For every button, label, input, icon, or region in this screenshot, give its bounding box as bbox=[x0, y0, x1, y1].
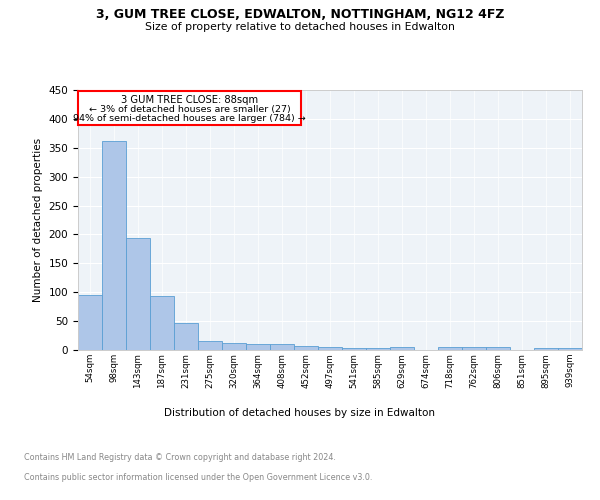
Text: ← 3% of detached houses are smaller (27): ← 3% of detached houses are smaller (27) bbox=[89, 105, 290, 114]
Text: 3, GUM TREE CLOSE, EDWALTON, NOTTINGHAM, NG12 4FZ: 3, GUM TREE CLOSE, EDWALTON, NOTTINGHAM,… bbox=[96, 8, 504, 20]
Bar bbox=[198, 341, 222, 350]
Bar bbox=[246, 344, 270, 350]
Bar bbox=[150, 296, 174, 350]
Bar bbox=[294, 346, 318, 350]
Bar bbox=[270, 344, 294, 350]
FancyBboxPatch shape bbox=[78, 91, 301, 124]
Bar bbox=[558, 348, 582, 350]
Bar bbox=[342, 348, 366, 350]
Text: 94% of semi-detached houses are larger (784) →: 94% of semi-detached houses are larger (… bbox=[73, 114, 306, 124]
Text: 3 GUM TREE CLOSE: 88sqm: 3 GUM TREE CLOSE: 88sqm bbox=[121, 95, 258, 105]
Text: Size of property relative to detached houses in Edwalton: Size of property relative to detached ho… bbox=[145, 22, 455, 32]
Bar bbox=[126, 238, 150, 350]
Bar bbox=[102, 141, 126, 350]
Bar bbox=[438, 347, 462, 350]
Y-axis label: Number of detached properties: Number of detached properties bbox=[33, 138, 43, 302]
Bar bbox=[486, 347, 510, 350]
Bar bbox=[366, 348, 390, 350]
Text: Distribution of detached houses by size in Edwalton: Distribution of detached houses by size … bbox=[164, 408, 436, 418]
Bar bbox=[78, 295, 102, 350]
Bar bbox=[534, 348, 558, 350]
Text: Contains HM Land Registry data © Crown copyright and database right 2024.: Contains HM Land Registry data © Crown c… bbox=[24, 452, 336, 462]
Bar bbox=[462, 347, 486, 350]
Bar bbox=[222, 343, 246, 350]
Bar bbox=[318, 346, 342, 350]
Bar bbox=[174, 324, 198, 350]
Text: Contains public sector information licensed under the Open Government Licence v3: Contains public sector information licen… bbox=[24, 472, 373, 482]
Bar bbox=[390, 347, 414, 350]
